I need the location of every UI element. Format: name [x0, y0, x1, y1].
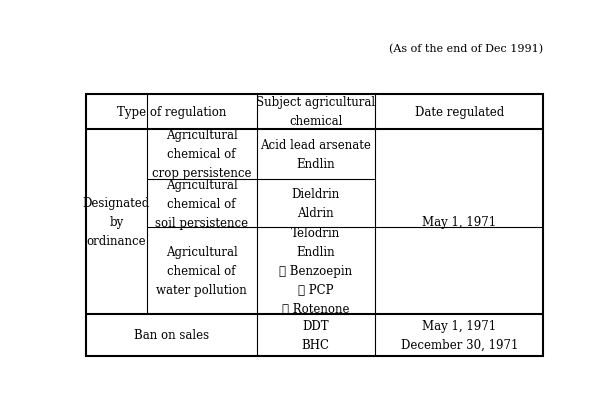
Text: Designated
by
ordinance: Designated by ordinance: [83, 196, 150, 247]
Text: Telodrin
Endlin
※ Benzoepin
※ PCP
※ Rotenone: Telodrin Endlin ※ Benzoepin ※ PCP ※ Rote…: [279, 226, 352, 315]
Text: Subject agricultural
chemical: Subject agricultural chemical: [256, 96, 375, 128]
Text: Agricultural
chemical of
crop persistence: Agricultural chemical of crop persistenc…: [152, 129, 251, 180]
Text: Type of regulation: Type of regulation: [117, 106, 226, 119]
Text: (As of the end of Dec 1991): (As of the end of Dec 1991): [389, 44, 543, 54]
Text: Date regulated: Date regulated: [414, 106, 504, 119]
Text: Agricultural
chemical of
water pollution: Agricultural chemical of water pollution: [156, 245, 247, 296]
Text: Agricultural
chemical of
soil persistence: Agricultural chemical of soil persistenc…: [155, 178, 248, 229]
Text: Acid lead arsenate
Endlin: Acid lead arsenate Endlin: [260, 138, 371, 171]
Text: Ban on sales: Ban on sales: [134, 328, 209, 342]
Bar: [86, 95, 543, 356]
Text: May 1, 1971: May 1, 1971: [422, 215, 496, 228]
Text: May 1, 1971
December 30, 1971: May 1, 1971 December 30, 1971: [400, 319, 518, 351]
Text: DDT
BHC: DDT BHC: [302, 319, 330, 351]
Text: Dieldrin
Aldrin: Dieldrin Aldrin: [292, 188, 340, 220]
